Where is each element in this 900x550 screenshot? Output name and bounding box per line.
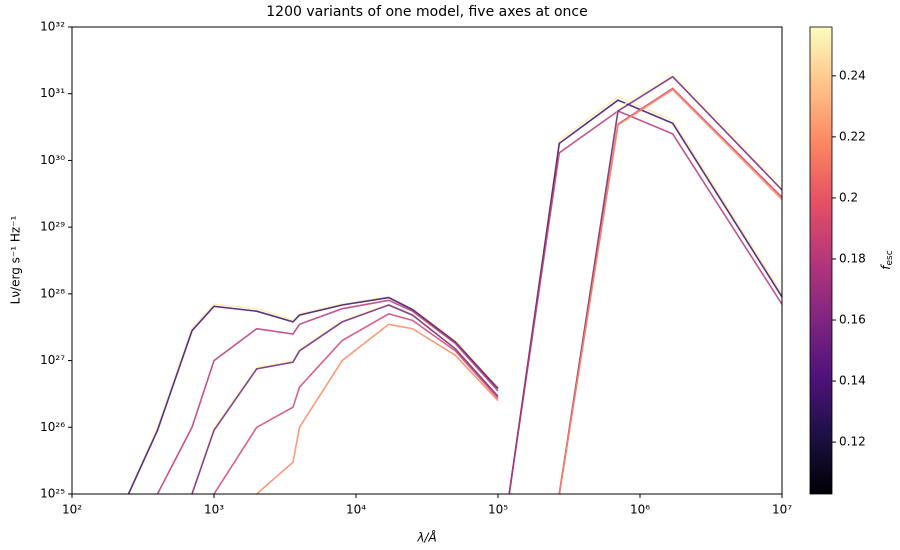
colorbar-tick-label: 0.18	[839, 251, 866, 265]
colorbar	[809, 26, 833, 495]
plot-lines	[127, 72, 782, 494]
y-tick-label: 10³²	[40, 20, 65, 34]
x-tick-label: 10⁵	[488, 503, 508, 517]
x-axis-label: λ/Å	[416, 530, 436, 545]
colorbar-tick-label: 0.12	[839, 435, 866, 449]
series-line	[127, 95, 782, 494]
colorbar-tick-label: 0.14	[839, 374, 866, 388]
y-tick-label: 10³¹	[40, 86, 65, 100]
y-tick-label: 10²⁵	[40, 487, 65, 501]
colorbar-label-sub: esc	[885, 250, 895, 265]
colorbar-label: fesc	[879, 250, 895, 269]
y-axis-label: Lν/erg s⁻¹ Hz⁻¹	[9, 215, 23, 304]
colorbar-tick-label: 0.2	[839, 190, 858, 204]
plot-frame	[71, 26, 783, 495]
series-line	[256, 88, 782, 494]
x-tick-label: 10⁴	[346, 503, 366, 517]
colorbar-tick-label: 0.16	[839, 313, 866, 327]
chart-title: 1200 variants of one model, five axes at…	[266, 4, 587, 20]
x-tick-label: 10²	[62, 503, 82, 517]
series-line	[191, 75, 782, 494]
y-tick-label: 10²⁹	[40, 220, 65, 234]
x-tick-label: 10³	[204, 503, 224, 517]
y-tick-label: 10²⁶	[40, 420, 65, 434]
colorbar-tick-label: 0.24	[839, 68, 866, 82]
x-tick-label: 10⁷	[772, 503, 792, 517]
y-tick-label: 10³⁰	[40, 153, 65, 167]
series-line	[191, 72, 782, 494]
x-tick-label: 10⁶	[630, 503, 650, 517]
colorbar-label-main: f	[879, 264, 893, 270]
y-tick-label: 10²⁸	[40, 286, 65, 300]
colorbar-tick-label: 0.22	[839, 129, 866, 143]
y-tick-label: 10²⁷	[40, 353, 65, 367]
series-line	[127, 99, 782, 494]
